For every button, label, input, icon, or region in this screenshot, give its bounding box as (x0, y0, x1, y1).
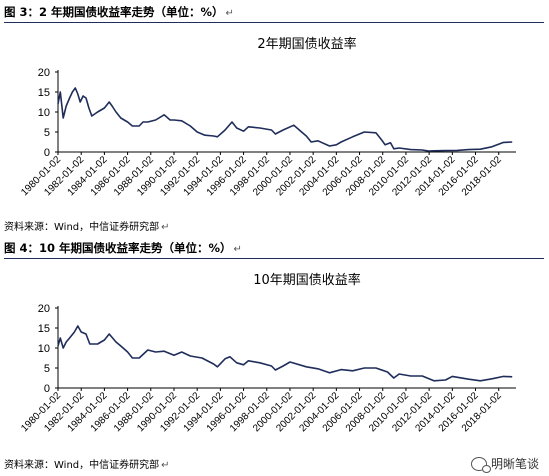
return-mark: ↵ (225, 8, 234, 19)
watermark-text: 明晰笔谈 (490, 457, 539, 471)
y-tick-label: 5 (44, 127, 50, 139)
series-line (57, 325, 513, 382)
return-mark: ↵ (161, 222, 170, 233)
y-tick-label: 15 (38, 323, 50, 335)
chart-title: 10年期国债收益率 (253, 272, 361, 288)
y-tick-label: 0 (44, 147, 50, 159)
figure-1-caption-text: 图 3：2 年期国债收益率走势（单位：%） (4, 5, 224, 19)
y-tick-label: 20 (38, 303, 50, 315)
caption-divider (4, 22, 544, 23)
chart-2y-yield: 2年期国债收益率051015201980-01-021982-01-021984… (19, 36, 516, 198)
figure-1: 图 3：2 年期国债收益率走势（单位：%） ↵ 2年期国债收益率 0 5 10 15 20 1… (0, 0, 549, 236)
y-tick-label: 15 (38, 87, 50, 99)
return-mark: ↵ (233, 244, 242, 255)
chart-title: 2年期国债收益率 (257, 36, 356, 52)
return-mark: ↵ (161, 460, 170, 471)
caption-divider (4, 258, 544, 259)
y-tick-label: 0 (44, 383, 50, 395)
watermark: 明晰笔谈 (470, 455, 539, 473)
y-tick-label: 10 (38, 343, 50, 355)
figure-2-caption: 图 4：10 年期国债收益率走势（单位：%） ↵ (4, 240, 242, 256)
figure-2-caption-text: 图 4：10 年期国债收益率走势（单位：%） (4, 241, 232, 255)
wechat-icon (470, 456, 491, 473)
y-tick-label: 5 (44, 363, 50, 375)
figure-1-source: 资料来源：Wind，中信证券研究部 ↵ (4, 218, 170, 233)
figure-1-caption: 图 3：2 年期国债收益率走势（单位：%） ↵ (4, 4, 234, 20)
series-line (57, 87, 513, 152)
figure-2-source-text: 资料来源：Wind，中信证券研究部 (4, 460, 160, 471)
figure-2: 图 4：10 年期国债收益率走势（单位：%） ↵ 10年期国债收益率 0 5 10 15 2… (0, 236, 549, 476)
figure-1-source-text: 资料来源：Wind，中信证券研究部 (4, 222, 160, 233)
y-tick-label: 10 (38, 107, 50, 119)
y-tick-label: 20 (38, 67, 50, 79)
figure-2-source: 资料来源：Wind，中信证券研究部 ↵ (4, 456, 170, 471)
chart-10y-yield: 10年期国债收益率051015201980-01-021982-01-02198… (19, 272, 516, 434)
